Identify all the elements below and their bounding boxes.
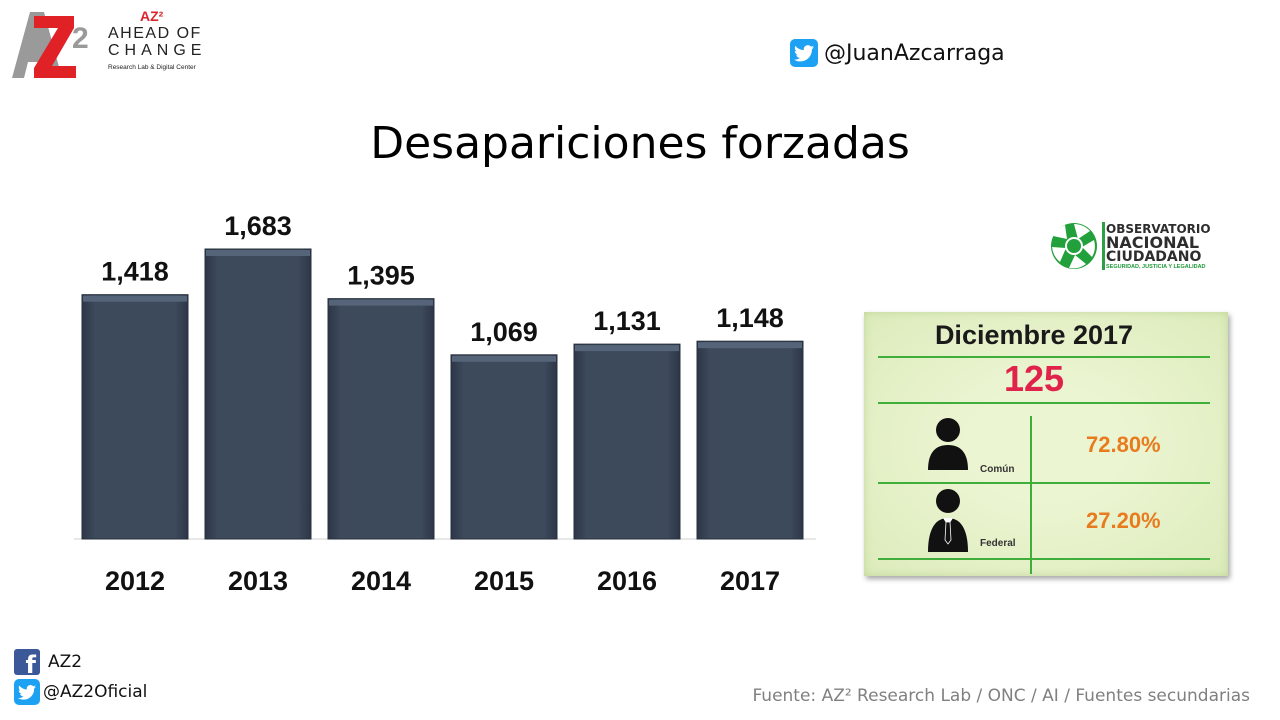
card-total: 125 [1003, 358, 1065, 399]
svg-text:2: 2 [72, 22, 89, 55]
onc-aperture-icon [1051, 223, 1097, 269]
az2-logo: 2 AZ² AHEAD OF CHANGE Research Lab & Dig… [12, 8, 202, 80]
header-twitter[interactable]: @JuanAzcarraga [790, 37, 1005, 69]
brand-line1: AHEAD OF [108, 25, 202, 42]
person-suit-icon [928, 489, 968, 552]
brand-line2: CHANGE [108, 42, 207, 59]
row-label-comun: Común [980, 464, 1015, 475]
onc-tagline: SEGURIDAD, JUSTICIA Y LEGALIDAD [1106, 264, 1206, 270]
x-tick-label: 2015 [474, 566, 534, 596]
value-label: 1,418 [101, 257, 169, 287]
onc-line3: CIUDADANO [1106, 249, 1202, 265]
value-label: 1,069 [470, 317, 538, 347]
facebook-icon: f [14, 649, 40, 675]
az2-mark-icon: 2 [12, 12, 89, 78]
onc-logo: OBSERVATORIO NACIONAL CIUDADANO SEGURIDA… [1050, 218, 1230, 274]
december-card: Diciembre 2017 125 Común 72.80% Federal … [864, 312, 1228, 576]
bar-bevel [575, 345, 679, 352]
twitter-label: @AZ2Oficial [43, 682, 148, 702]
divider [878, 558, 1210, 560]
value-label: 1,148 [716, 303, 784, 333]
bar-2014 [327, 298, 435, 540]
onc-line2: NACIONAL [1106, 233, 1200, 252]
twitter-icon [790, 39, 818, 67]
x-tick-label: 2014 [351, 566, 411, 596]
facebook-label: AZ2 [48, 652, 83, 672]
divider [878, 356, 1210, 358]
value-label: 1,131 [593, 306, 661, 336]
divider [1030, 416, 1032, 574]
onc-line1: OBSERVATORIO [1106, 222, 1211, 236]
footer-facebook[interactable]: f AZ2 [14, 649, 82, 675]
person-casual-icon [928, 418, 968, 470]
bar-bevel [206, 250, 310, 256]
row-value-comun: 72.80% [1086, 432, 1161, 457]
divider [878, 482, 1210, 484]
source-note: Fuente: AZ² Research Lab / ONC / AI / Fu… [752, 686, 1250, 706]
x-tick-label: 2017 [720, 566, 780, 596]
divider [878, 402, 1210, 404]
twitter-handle: @JuanAzcarraga [824, 40, 1005, 66]
footer-twitter[interactable]: @AZ2Oficial [14, 679, 147, 705]
card-title: Diciembre 2017 [934, 320, 1134, 350]
bar-chart: 1,418 2012 1,683 2013 1,395 2014 1,069 2015 1,13… [74, 211, 816, 596]
bar-2017 [696, 340, 804, 540]
row-value-federal: 27.20% [1086, 508, 1161, 533]
az-tag: AZ² [140, 8, 164, 24]
x-tick-label: 2016 [597, 566, 657, 596]
chart-title: Desapariciones forzadas [370, 118, 910, 169]
bar-2013 [204, 248, 312, 540]
bar-bevel [329, 299, 433, 306]
value-label: 1,683 [224, 211, 292, 241]
bar-bevel [83, 295, 187, 302]
x-tick-label: 2013 [228, 566, 288, 596]
x-tick-label: 2012 [105, 566, 165, 596]
bar-2016 [573, 343, 681, 540]
brand-subtitle: Research Lab & Digital Center [108, 64, 196, 71]
row-label-federal: Federal [980, 538, 1016, 549]
bar-2015 [450, 354, 558, 540]
bar-bevel [698, 342, 802, 349]
bar-bevel [452, 355, 556, 362]
twitter-icon [14, 679, 40, 705]
bar-2012 [81, 294, 189, 540]
value-label: 1,395 [347, 261, 415, 291]
